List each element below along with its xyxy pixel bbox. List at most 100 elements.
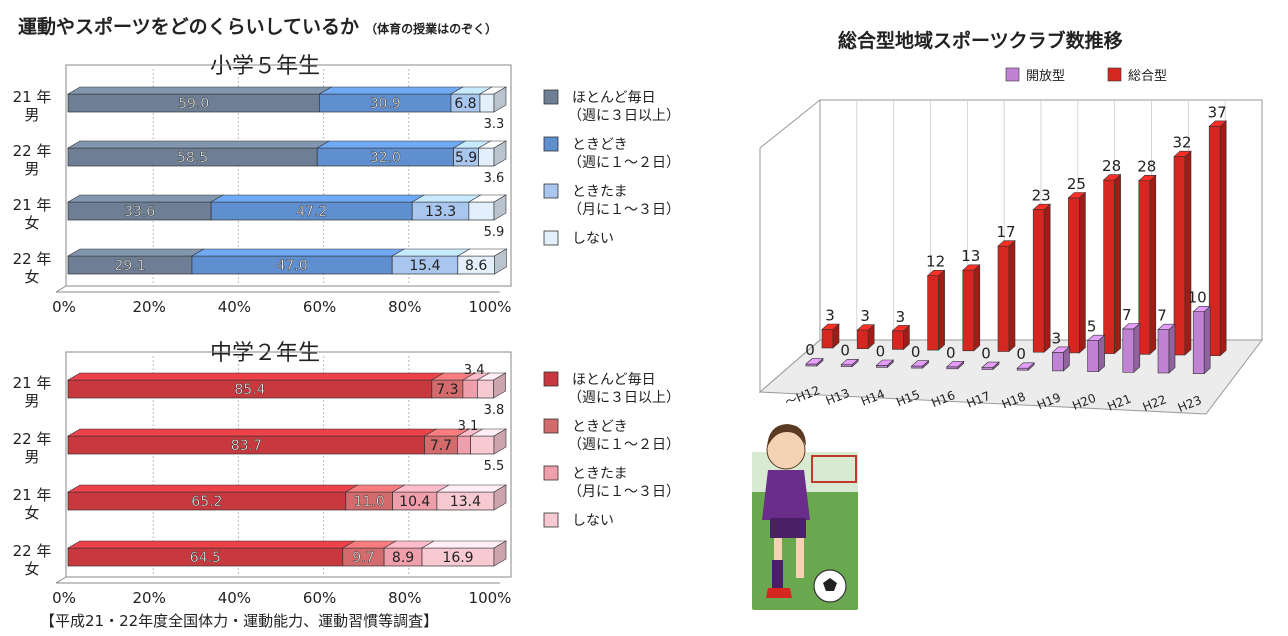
data-label: 6.8 bbox=[454, 96, 476, 112]
bar-top-face bbox=[316, 140, 467, 149]
bar-comprehensive-side bbox=[938, 269, 945, 351]
x-tick-label: 20% bbox=[133, 298, 166, 316]
legend-swatch bbox=[543, 512, 559, 528]
legend-swatch bbox=[543, 371, 559, 387]
value-label-comprehensive: 23 bbox=[1032, 187, 1051, 205]
row-label-sex: 女 bbox=[24, 560, 39, 578]
illustration-shoe bbox=[766, 588, 792, 598]
value-label-comprehensive: 28 bbox=[1137, 158, 1156, 176]
bar-segment bbox=[479, 93, 495, 113]
bar-comprehensive bbox=[962, 269, 975, 352]
legend-label: ときどき bbox=[572, 419, 628, 435]
row-label: 21 年 bbox=[13, 88, 52, 106]
row-label: 22 年 bbox=[13, 250, 52, 268]
x-tick-label: 60% bbox=[303, 589, 336, 607]
bar-segment bbox=[477, 379, 494, 399]
legend-label: ときどき bbox=[572, 137, 628, 153]
row-label: 21 年 bbox=[13, 196, 52, 214]
bar-comprehensive-side bbox=[832, 323, 840, 349]
value-label-open: 0 bbox=[911, 343, 921, 361]
illustration-leg bbox=[796, 538, 804, 578]
illustration-goal bbox=[811, 455, 857, 483]
x-tick-label: 40% bbox=[218, 298, 251, 316]
bar-comprehensive-side bbox=[903, 324, 910, 351]
legend-label-sub: （週に３日以上） bbox=[568, 390, 680, 406]
value-label-comprehensive: 12 bbox=[926, 253, 945, 271]
bar-top-face bbox=[190, 248, 406, 257]
data-label: 16.9 bbox=[442, 550, 473, 566]
x-tick-label: 80% bbox=[388, 298, 421, 316]
source-citation: 【平成21・22年度全国体力・運動能力、運動習慣等調査】 bbox=[40, 612, 439, 630]
bar-open bbox=[1157, 329, 1170, 374]
value-label-comprehensive: 28 bbox=[1102, 157, 1121, 175]
legend-swatch bbox=[543, 465, 559, 481]
value-label-comprehensive: 32 bbox=[1172, 134, 1191, 152]
x-tick-label: 0% bbox=[52, 589, 76, 607]
heading-main: 運動やスポーツをどのくらいしているか bbox=[18, 16, 360, 38]
data-label: 30.9 bbox=[370, 96, 401, 112]
bar-comprehensive bbox=[927, 275, 939, 351]
soccer-girl-illustration bbox=[752, 424, 858, 610]
row-label: 22 年 bbox=[13, 542, 52, 560]
data-label: 5.5 bbox=[484, 459, 505, 474]
bar-end-face bbox=[493, 194, 507, 221]
legend-label: ほとんど毎日 bbox=[572, 372, 656, 388]
value-label-open: 0 bbox=[840, 342, 850, 360]
data-label: 15.4 bbox=[409, 258, 440, 274]
bar-open-side bbox=[1063, 346, 1070, 372]
page-heading: 運動やスポーツをどのくらいしているか （体育の授業はのぞく） bbox=[18, 12, 497, 39]
x-tick-label: 80% bbox=[388, 589, 421, 607]
data-label: 3.8 bbox=[484, 403, 505, 418]
bar-comprehensive-side bbox=[1043, 203, 1051, 353]
illustration-shirt bbox=[762, 470, 810, 520]
soccer-ball-patch bbox=[823, 578, 837, 591]
club-chart-title: 総合型地域スポーツクラブ数推移 bbox=[838, 30, 1123, 52]
bar-open-side bbox=[887, 359, 894, 369]
club-chart: 30～H1230H1330H14120H15130H16170H17230H18… bbox=[758, 67, 1264, 415]
legend-label: ときたま bbox=[572, 466, 628, 482]
bar-comprehensive-side bbox=[973, 264, 981, 352]
bar-segment bbox=[468, 201, 495, 221]
value-label-open: 0 bbox=[805, 341, 815, 359]
x-tick-label: 40% bbox=[218, 589, 251, 607]
legend-swatch bbox=[543, 136, 559, 152]
data-label: 3.4 bbox=[464, 363, 485, 378]
bar-comprehensive-side bbox=[1079, 191, 1086, 354]
x-tick-label: 100% bbox=[469, 298, 512, 316]
legend-swatch bbox=[543, 89, 559, 105]
bar-top-face bbox=[66, 248, 206, 257]
bar-end-face bbox=[493, 372, 506, 399]
value-label-open: 0 bbox=[981, 345, 991, 363]
bar-segment bbox=[462, 379, 478, 399]
bar-comprehensive-side bbox=[867, 324, 875, 350]
data-label: 83.7 bbox=[231, 438, 262, 454]
row-label-sex: 男 bbox=[24, 160, 39, 178]
bar-open-side bbox=[1203, 305, 1211, 375]
bar-comprehensive-side bbox=[1184, 150, 1192, 356]
bar-end-face bbox=[493, 140, 507, 167]
legend-label-sub: （月に１～３日） bbox=[568, 484, 680, 500]
value-label-open: 5 bbox=[1087, 318, 1097, 336]
legend-label-comprehensive: 総合型 bbox=[1128, 69, 1167, 84]
data-label: 8.6 bbox=[465, 258, 487, 274]
value-label-open: 3 bbox=[1052, 329, 1062, 347]
data-label: 64.5 bbox=[190, 550, 221, 566]
bar-comprehensive-side bbox=[1149, 174, 1157, 355]
panel-frame-edge bbox=[55, 576, 67, 584]
bar-end-face bbox=[493, 86, 507, 113]
data-label: 5.9 bbox=[455, 150, 477, 166]
bar-comprehensive bbox=[997, 245, 1010, 352]
bar-comprehensive-side bbox=[1219, 120, 1227, 357]
bar-comprehensive bbox=[892, 330, 904, 350]
heading-note: （体育の授業はのぞく） bbox=[365, 22, 498, 36]
legend-label-open: 開放型 bbox=[1026, 69, 1065, 84]
bar-end-face bbox=[494, 248, 507, 275]
data-label: 65.2 bbox=[191, 494, 222, 510]
bar-segment bbox=[457, 435, 471, 455]
value-label-comprehensive: 37 bbox=[1208, 103, 1227, 121]
bar-end-face bbox=[493, 484, 507, 511]
illustration-hair bbox=[767, 424, 806, 448]
panel-title: 小学５年生 bbox=[210, 54, 320, 79]
value-label-open: 10 bbox=[1188, 289, 1207, 307]
